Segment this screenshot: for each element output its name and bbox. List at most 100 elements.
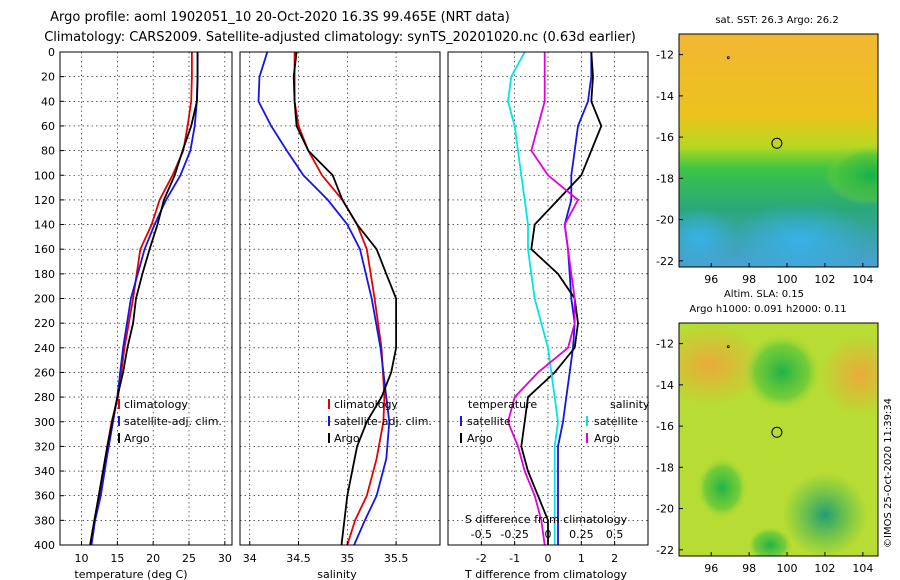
y-tick-label: 380 (34, 514, 55, 527)
series-line-s-argo (507, 52, 580, 546)
difference-axes-frame (447, 51, 649, 546)
salinity-diff-legend: salinity satellite Argo (586, 398, 650, 445)
legend-label-argo: Argo (124, 432, 150, 445)
salinity-xlabel: salinity (317, 568, 357, 580)
map-y-tick-label: -14 (656, 90, 674, 103)
sla-heatmap (679, 323, 878, 556)
map-y-tick-label: -18 (656, 172, 674, 185)
difference-x2label: S difference from climatology (465, 513, 628, 526)
x-tick-label: 25 (182, 552, 196, 565)
island-icon (726, 56, 730, 60)
y-tick-label: 360 (34, 490, 55, 503)
header-line-1: Argo profile: aoml 1902051_10 20-Oct-202… (50, 10, 510, 25)
map-y-tick-label: -16 (656, 131, 674, 144)
x-tick-label: 2 (611, 552, 618, 565)
legend-label-t-argo: Argo (467, 432, 493, 445)
temperature-xlabel: temperature (deg C) (74, 568, 187, 580)
sst-map-frame (678, 33, 879, 268)
y-tick-label: 320 (34, 440, 55, 453)
sla-low-sw (748, 527, 792, 556)
sla-map-subtitle: Argo h1000: 0.091 h2000: 0.11 (689, 304, 846, 315)
x2-tick-label: 0.5 (606, 528, 624, 541)
series-line-s-satellite (507, 51, 559, 545)
map-x-tick-label: 100 (777, 562, 798, 575)
y-tick-label: 20 (41, 71, 55, 84)
legend-label-climatology: climatology (334, 398, 398, 411)
map-y-tick-label: -12 (656, 49, 674, 62)
series-line-argo (89, 52, 199, 546)
salinity-axes-frame (239, 51, 441, 546)
map-y-tick-label: -12 (656, 338, 674, 351)
legend-title-salinity: salinity (610, 398, 650, 411)
map-y-tick-label: -16 (656, 420, 674, 433)
imos-credit: ©IMOS 25-Oct-2020 11:39:34 (883, 398, 894, 548)
sla-low-north (744, 334, 820, 410)
argo-float-marker (771, 426, 783, 438)
x-tick-label: -2 (476, 552, 487, 565)
map-x-tick-label: 96 (704, 273, 718, 286)
legend-label-satellite: satellite-adj. clim. (124, 415, 222, 428)
series-line-argo (292, 51, 398, 546)
map-x-tick-label: 100 (777, 273, 798, 286)
y-tick-label: 120 (34, 194, 55, 207)
sla-high-east (820, 335, 878, 415)
y-tick-label: 200 (34, 293, 55, 306)
temperature-axes-frame (59, 51, 233, 546)
x-tick-label: 34 (243, 552, 257, 565)
y-tick-label: 100 (34, 169, 55, 182)
x-tick-label: 10 (75, 552, 89, 565)
legend-label-climatology: climatology (124, 398, 188, 411)
map-x-tick-label: 102 (814, 562, 835, 575)
difference-xlabel: T difference from climatology (464, 568, 627, 580)
x-tick-label: 15 (110, 552, 124, 565)
x-tick-label: 35.5 (384, 552, 409, 565)
x-tick-label: 0 (545, 552, 552, 565)
salinity-legend: climatology satellite-adj. clim. Argo (328, 398, 432, 445)
legend-label-t-satellite: satellite (467, 415, 511, 428)
x-tick-label: 1 (578, 552, 585, 565)
sst-green-patch (825, 145, 878, 205)
x2-tick-label: -0.25 (500, 528, 528, 541)
map-x-tick-label: 98 (742, 273, 756, 286)
sla-map-frame (678, 322, 879, 557)
difference-panel: -2 -1 0 1 2 -0.5 -0.25 0 0.25 0.5 T difference f… (447, 51, 650, 580)
sst-heatmap (679, 34, 878, 267)
map-y-tick-label: -20 (656, 503, 674, 516)
sla-low-west (697, 458, 747, 518)
sla-map: Altim. SLA: 0.15 Argo h1000: 0.091 h2000… (656, 289, 879, 575)
temperature-legend: climatology satellite-adj. clim. Argo (118, 398, 222, 445)
map-x-tick-label: 98 (742, 562, 756, 575)
map-x-tick-label: 104 (852, 562, 873, 575)
legend-label-s-argo: Argo (594, 432, 620, 445)
legend-title-temperature: temperature (468, 398, 537, 411)
map-y-tick-label: -22 (656, 255, 674, 268)
island-icon (726, 345, 730, 349)
map-x-tick-label: 102 (814, 273, 835, 286)
y-tick-label: 140 (34, 219, 55, 232)
temperature-diff-legend: temperature satellite Argo (460, 398, 537, 445)
salinity-panel: 34 34.5 35 35.5 salinity climatology satell… (239, 51, 441, 580)
y-tick-label: 240 (34, 342, 55, 355)
sla-low-south (783, 473, 867, 556)
sst-cool-patch (730, 202, 870, 267)
y-tick-label: 340 (34, 465, 55, 478)
x-tick-label: -1 (509, 552, 520, 565)
sst-map: sat. SST: 26.3 Argo: 26.2 96 98 100 102 104 … (656, 15, 879, 286)
y-tick-label: 180 (34, 268, 55, 281)
x2-tick-label: -0.5 (471, 528, 492, 541)
y-tick-label: 400 (34, 539, 55, 552)
y-tick-label: 60 (41, 120, 55, 133)
x2-tick-label: 0 (545, 528, 552, 541)
y-tick-label: 280 (34, 391, 55, 404)
map-y-tick-label: -22 (656, 544, 674, 557)
y-tick-label: 40 (41, 95, 55, 108)
map-y-tick-label: -18 (656, 461, 674, 474)
header-line-2: Climatology: CARS2009. Satellite-adjuste… (44, 30, 636, 45)
x2-tick-label: 0.25 (569, 528, 594, 541)
series-line-satellite-adj-clim (257, 51, 391, 546)
y-tick-label: 220 (34, 317, 55, 330)
legend-label-satellite: satellite-adj. clim. (334, 415, 432, 428)
series-line-t-satellite (557, 52, 593, 545)
x-tick-label: 30 (218, 552, 232, 565)
